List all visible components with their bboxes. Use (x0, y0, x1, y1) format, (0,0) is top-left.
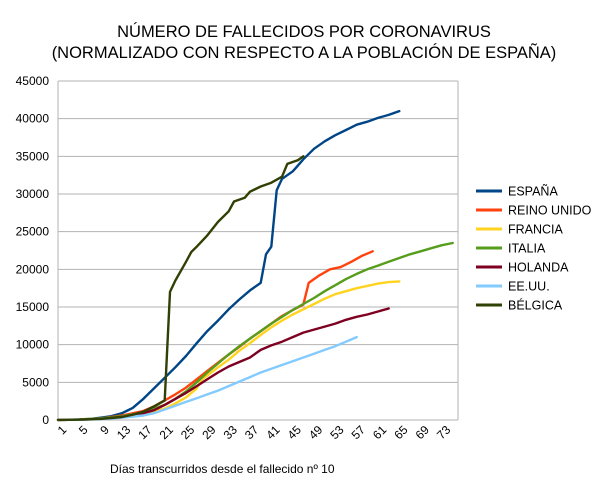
legend-label: EE.UU. (508, 280, 550, 294)
x-tick-label: 21 (157, 423, 177, 443)
x-tick-label: 73 (434, 423, 454, 443)
legend-label: REINO UNIDO (508, 204, 592, 218)
series-line-6 (56, 335, 358, 422)
x-tick-label: 37 (242, 423, 262, 443)
x-tick-label: 65 (391, 423, 411, 443)
x-axis-ticks: 1 5 9 13 17 21 25 29 33 37 41 45 49 53 57 61 65 69 73 (55, 423, 454, 443)
x-tick-label: 17 (135, 423, 155, 443)
series-line-5 (56, 307, 390, 422)
x-tick-label: 41 (263, 423, 283, 443)
x-tick-label: 49 (306, 423, 326, 443)
x-tick-label: 13 (114, 423, 134, 443)
x-tick-label: 69 (413, 423, 433, 443)
x-tick-label: 53 (327, 423, 347, 443)
chart-subtitle: (NORMALIZADO CON RESPECTO A LA POBLACIÓN… (52, 42, 557, 62)
grid-lines (57, 80, 459, 421)
x-tick-label: 25 (178, 423, 198, 443)
x-tick-label: 57 (349, 423, 369, 443)
legend-label: HOLANDA (508, 261, 569, 275)
y-axis-ticks: 0 5000 10000 15000 20000 25000 30000 35000 40000… (16, 74, 50, 427)
x-tick-label: 45 (285, 423, 305, 443)
y-tick-label: 25000 (16, 225, 50, 239)
legend-label: ITALIA (508, 242, 546, 256)
legend-label: FRANCIA (508, 223, 564, 237)
y-tick-label: 10000 (16, 338, 50, 352)
series-line-3 (56, 280, 401, 422)
y-tick-label: 0 (42, 413, 49, 427)
y-tick-label: 15000 (16, 300, 50, 314)
x-tick-label: 33 (221, 423, 241, 443)
x-tick-label: 5 (76, 423, 91, 438)
series-line-1 (56, 109, 401, 422)
y-tick-label: 5000 (22, 375, 49, 389)
y-tick-label: 35000 (16, 149, 50, 163)
x-tick-label: 29 (199, 423, 219, 443)
x-tick-label: 61 (370, 423, 390, 443)
series-line-2 (56, 250, 374, 422)
legend: ESPAÑA REINO UNIDO FRANCIA ITALIA HOLANDA EE.… (476, 185, 592, 313)
x-axis-label: Días transcurridos desde el fallecido nº… (110, 462, 335, 476)
y-tick-label: 20000 (16, 262, 50, 276)
legend-label: ESPAÑA (508, 185, 558, 199)
chart-title: NÚMERO DE FALLECIDOS POR CORONAVIRUS (117, 22, 491, 41)
series-lines (56, 109, 454, 422)
y-tick-label: 40000 (16, 112, 50, 126)
x-tick-label: 1 (55, 423, 70, 438)
legend-label: BÉLGICA (508, 298, 563, 313)
y-tick-label: 30000 (16, 187, 50, 201)
y-tick-label: 45000 (16, 74, 50, 88)
series-line-7 (56, 155, 305, 422)
x-tick-label: 9 (97, 423, 112, 438)
